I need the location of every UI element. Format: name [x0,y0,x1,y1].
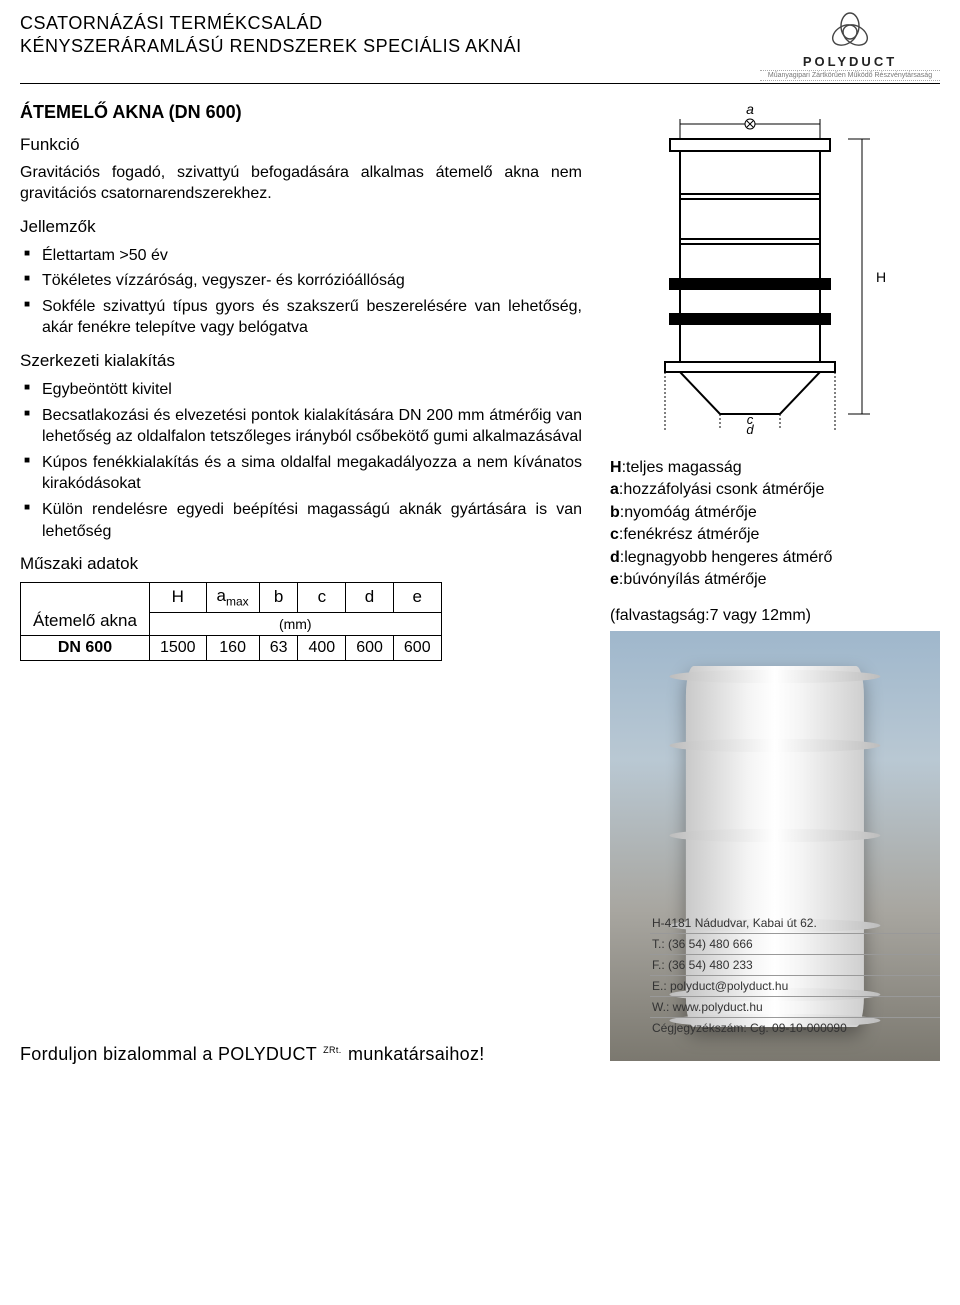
col-a: amax [206,583,259,612]
company-logo: POLYDUCT Műanyagipari Zártkörűen Működő … [760,12,940,81]
legend-key: a [610,481,619,498]
col-a-letter: a [217,586,226,605]
contact-line: W.: www.polyduct.hu [650,997,940,1018]
jellemzok-heading: Jellemzők [20,217,582,237]
photo-ring [669,829,880,842]
legend-key: c [610,526,619,543]
row-model: DN 600 [21,635,150,660]
header-line1: CSATORNÁZÁSI TERMÉKCSALÁD [20,12,760,35]
contact-line: Cégjegyzékszám: Cg. 09-10-000090 [650,1018,940,1038]
legend-val: :hozzáfolyási csonk átmérője [619,481,824,498]
unit-cell: (mm) [149,612,441,635]
dim-label-a: a [746,101,754,117]
legend-line: a:hozzáfolyási csonk átmérője [610,479,940,501]
legend-line: b:nyomóág átmérője [610,502,940,524]
col-b: b [259,583,298,612]
szerkezet-list: Egybeöntött kivitel Becsatlakozási és el… [20,379,582,542]
cell: 1500 [149,635,206,660]
legend-val: :búvónyílás átmérője [619,571,767,588]
header-titles: CSATORNÁZÁSI TERMÉKCSALÁD KÉNYSZERÁRAMLÁ… [20,12,760,59]
footer-cta: Forduljon bizalommal a POLYDUCT ZRt. mun… [20,1044,485,1065]
dim-label-d: d [746,422,754,434]
cell: 63 [259,635,298,660]
legend-key: e [610,571,619,588]
legend-line: c:fenékrész átmérője [610,524,940,546]
col-c: c [298,583,346,612]
contact-line: F.: (36 54) 480 233 [650,955,940,976]
szerkezet-heading: Szerkezeti kialakítás [20,351,582,371]
col-H: H [149,583,206,612]
header-line2: KÉNYSZERÁRAMLÁSÚ RENDSZEREK SPECIÁLIS AK… [20,35,760,58]
logo-tagline: Műanyagipari Zártkörűen Működő Részvényt… [760,70,940,81]
funkcio-heading: Funkció [20,135,582,155]
cell: 600 [346,635,394,660]
contact-line: T.: (36 54) 480 666 [650,934,940,955]
footer-cta-prefix: Forduljon bizalommal a POLYDUCT [20,1044,317,1064]
col-a-sub: max [226,595,249,609]
cell: 160 [206,635,259,660]
list-item: Egybeöntött kivitel [20,379,582,401]
footer-cta-sup: ZRt. [323,1045,342,1055]
photo-ring [669,670,880,683]
table-data-row: DN 600 1500 160 63 400 600 600 [21,635,442,660]
jellemzok-list: Élettartam >50 év Tökéletes vízzáróság, … [20,245,582,339]
legend-line: d:legnagyobb hengeres átmérő [610,547,940,569]
dimension-legend: H:teljes magasság a:hozzáfolyási csonk á… [610,457,940,591]
muszaki-heading: Műszaki adatok [20,554,582,574]
legend-line: H:teljes magasság [610,457,940,479]
main-title: ÁTEMELŐ AKNA (DN 600) [20,102,582,123]
data-table: Átemelő akna H amax b c d e (mm) DN 600 … [20,582,442,660]
list-item: Becsatlakozási és elvezetési pontok kial… [20,405,582,448]
table-header-row: Átemelő akna H amax b c d e [21,583,442,612]
footer-cta-suffix: munkatársaihoz! [348,1044,485,1064]
page-footer: H-4181 Nádudvar, Kabai út 62. T.: (36 54… [20,913,940,1065]
logo-brand-text: POLYDUCT [760,54,940,69]
list-item: Tökéletes vízzáróság, vegyszer- és korró… [20,270,582,292]
col-d: d [346,583,394,612]
contact-line: E.: polyduct@polyduct.hu [650,976,940,997]
col-e: e [393,583,441,612]
page-header: CSATORNÁZÁSI TERMÉKCSALÁD KÉNYSZERÁRAMLÁ… [20,12,940,81]
contact-box: H-4181 Nádudvar, Kabai út 62. T.: (36 54… [650,913,940,1038]
footer-row: Forduljon bizalommal a POLYDUCT ZRt. mun… [20,1044,940,1065]
list-item: Külön rendelésre egyedi beépítési magass… [20,499,582,542]
wall-thickness-note: (falvastagság:7 vagy 12mm) [610,607,940,625]
photo-ring [669,739,880,752]
list-item: Kúpos fenékkialakítás és a sima oldalfal… [20,452,582,495]
legend-val: :legnagyobb hengeres átmérő [620,549,833,566]
legend-val: :teljes magasság [622,459,742,476]
header-underline [20,83,940,84]
logo-knot-icon [827,12,873,52]
cell: 600 [393,635,441,660]
legend-line: e:búvónyílás átmérője [610,569,940,591]
legend-val: :nyomóág átmérője [620,504,757,521]
cell: 400 [298,635,346,660]
legend-key: b [610,504,620,521]
contact-line: H-4181 Nádudvar, Kabai út 62. [650,913,940,934]
technical-drawing: a H c d [610,94,890,434]
dim-label-H: H [876,269,886,285]
legend-key: d [610,549,620,566]
list-item: Élettartam >50 év [20,245,582,267]
legend-key: H [610,459,622,476]
table-rowlabel: Átemelő akna [21,583,150,635]
legend-val: :fenékrész átmérője [619,526,760,543]
funkcio-text: Gravitációs fogadó, szivattyú befogadásá… [20,163,582,205]
list-item: Sokféle szivattyú típus gyors és szaksze… [20,296,582,339]
